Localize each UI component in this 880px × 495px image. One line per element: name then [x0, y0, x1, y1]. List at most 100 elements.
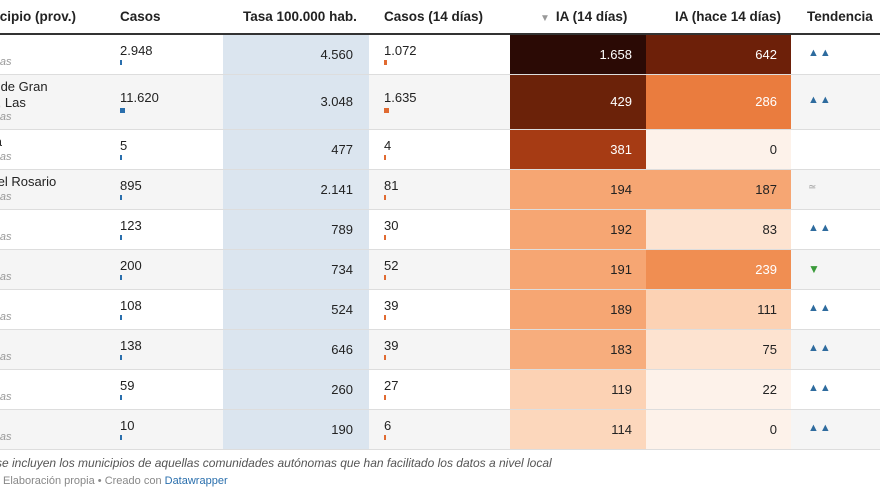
- col-header-ia-hace14[interactable]: IA (hace 14 días): [675, 9, 782, 24]
- cell-casos: 10: [112, 410, 222, 449]
- table-header: icipio (prov.) Casos Tasa 100.000 hab. C…: [0, 0, 880, 35]
- casos14-bar: [384, 235, 386, 240]
- ia-hace14-value: 75: [762, 342, 777, 357]
- col-header-tendencia[interactable]: Tendencia: [807, 9, 873, 24]
- col-header-ia14-label: IA (14 días): [555, 9, 628, 24]
- cell-municipio: cife as, Las: [0, 35, 112, 74]
- trend-up-icon: ▲▲: [808, 47, 832, 59]
- casos-bar: [120, 395, 122, 400]
- col-header-municipio[interactable]: icipio (prov.): [0, 9, 76, 24]
- municipio-name-line2: aria, Las: [0, 95, 26, 110]
- ia-hace14-value: 0: [769, 422, 777, 437]
- col-header-casos14[interactable]: Casos (14 días): [384, 9, 484, 24]
- cell-municipio: ra as, Las: [0, 330, 112, 369]
- cell-casos: 5: [112, 130, 222, 169]
- municipio-provincia: as, Las: [0, 231, 12, 243]
- cell-ia-hace14: 0: [646, 410, 791, 449]
- cell-tendencia: ▼: [791, 250, 880, 289]
- cell-tasa: 734: [223, 250, 369, 289]
- tasa-value: 789: [331, 222, 353, 237]
- cell-ia14: 183: [510, 330, 646, 369]
- casos-bar: [120, 155, 122, 160]
- cell-casos14: 30: [369, 210, 510, 249]
- ia14-value: 194: [610, 182, 632, 197]
- ia-hace14-value: 111: [757, 302, 777, 317]
- municipio-provincia: as, Las: [0, 311, 12, 323]
- table-row: a as, Las 10 190 6 114 0 ▲▲: [0, 410, 880, 450]
- col-header-tasa[interactable]: Tasa 100.000 hab.: [243, 9, 357, 24]
- table-row: as, Las 108 524 39 189 111 ▲▲: [0, 290, 880, 330]
- cell-casos14: 39: [369, 330, 510, 369]
- cell-tasa: 190: [223, 410, 369, 449]
- cell-tasa: 789: [223, 210, 369, 249]
- cell-ia14: 192: [510, 210, 646, 249]
- col-header-ia14[interactable]: ▼ IA (14 días): [540, 0, 627, 33]
- ia14-value: 119: [611, 382, 632, 397]
- trend-down-icon: ▼: [808, 262, 821, 276]
- cell-casos: 2.948: [112, 35, 222, 74]
- casos14-bar: [384, 355, 386, 360]
- cell-casos14: 1.635: [369, 75, 510, 129]
- casos-value: 59: [120, 378, 135, 393]
- cell-ia-hace14: 286: [646, 75, 791, 129]
- cell-ia-hace14: 642: [646, 35, 791, 74]
- ia14-value: 183: [610, 342, 632, 357]
- casos14-bar: [384, 195, 386, 200]
- tasa-value: 2.141: [320, 182, 353, 197]
- cell-municipio: , La as, Las: [0, 250, 112, 289]
- ia14-value: 1.658: [599, 47, 632, 62]
- trend-up-icon: ▲▲: [808, 302, 832, 314]
- cell-ia14: 119: [510, 370, 646, 409]
- municipio-provincia: as, Las: [0, 271, 12, 283]
- ia14-value: 192: [610, 222, 632, 237]
- cell-tasa: 2.141: [223, 170, 369, 209]
- trend-stable-icon: ≃: [808, 182, 818, 193]
- sort-down-icon: ▼: [540, 13, 550, 24]
- cell-tendencia: ▲▲: [791, 210, 880, 249]
- cell-ia-hace14: 239: [646, 250, 791, 289]
- data-table: icipio (prov.) Casos Tasa 100.000 hab. C…: [0, 0, 880, 450]
- cell-ia14: 189: [510, 290, 646, 329]
- ia-hace14-value: 22: [762, 382, 777, 397]
- table-row: , La as, Las 200 734 52 191 239 ▼: [0, 250, 880, 290]
- trend-up-icon: ▲▲: [808, 94, 832, 106]
- tasa-value: 477: [331, 142, 353, 157]
- casos-bar: [120, 355, 122, 360]
- cell-municipio: a as, Las: [0, 410, 112, 449]
- cell-casos: 108: [112, 290, 222, 329]
- trend-up-icon: ▲▲: [808, 222, 832, 234]
- ia-hace14-value: 187: [755, 182, 777, 197]
- datawrapper-link[interactable]: Datawrapper: [164, 475, 228, 487]
- table-row: nara as, Las 5 477 4 381 0: [0, 130, 880, 170]
- municipio-provincia: as, Las: [0, 56, 12, 68]
- cell-tendencia: ▲▲: [791, 75, 880, 129]
- casos14-bar: [384, 108, 389, 113]
- municipio-provincia: as, Las: [0, 351, 12, 363]
- casos-bar: [120, 195, 122, 200]
- cell-casos: 11.620: [112, 75, 222, 129]
- cell-ia14: 114: [510, 410, 646, 449]
- casos14-bar: [384, 395, 386, 400]
- tasa-value: 3.048: [320, 94, 353, 109]
- municipio-name: nara: [0, 134, 2, 150]
- ia-hace14-value: 83: [762, 222, 777, 237]
- cell-tasa: 4.560: [223, 35, 369, 74]
- cell-ia14: 429: [510, 75, 646, 129]
- cell-casos14: 4: [369, 130, 510, 169]
- casos-value: 108: [120, 298, 142, 313]
- cell-tendencia: [791, 130, 880, 169]
- col-header-casos[interactable]: Casos: [120, 9, 161, 24]
- cell-casos14: 27: [369, 370, 510, 409]
- casos-value: 2.948: [120, 43, 153, 58]
- cell-tendencia: ▲▲: [791, 330, 880, 369]
- municipio-provincia: as, Las: [0, 111, 12, 123]
- casos14-bar: [384, 155, 386, 160]
- cell-ia-hace14: 22: [646, 370, 791, 409]
- tasa-value: 524: [331, 302, 353, 317]
- cell-tendencia: ▲▲: [791, 370, 880, 409]
- casos-value: 10: [120, 418, 135, 433]
- ia14-value: 189: [610, 302, 632, 317]
- cell-tendencia: ▲▲: [791, 410, 880, 449]
- table-row: to del Rosario as, Las 895 2.141 81 194 …: [0, 170, 880, 210]
- cell-ia-hace14: 83: [646, 210, 791, 249]
